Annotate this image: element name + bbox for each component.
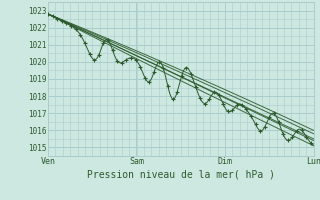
X-axis label: Pression niveau de la mer( hPa ): Pression niveau de la mer( hPa ) <box>87 169 275 179</box>
